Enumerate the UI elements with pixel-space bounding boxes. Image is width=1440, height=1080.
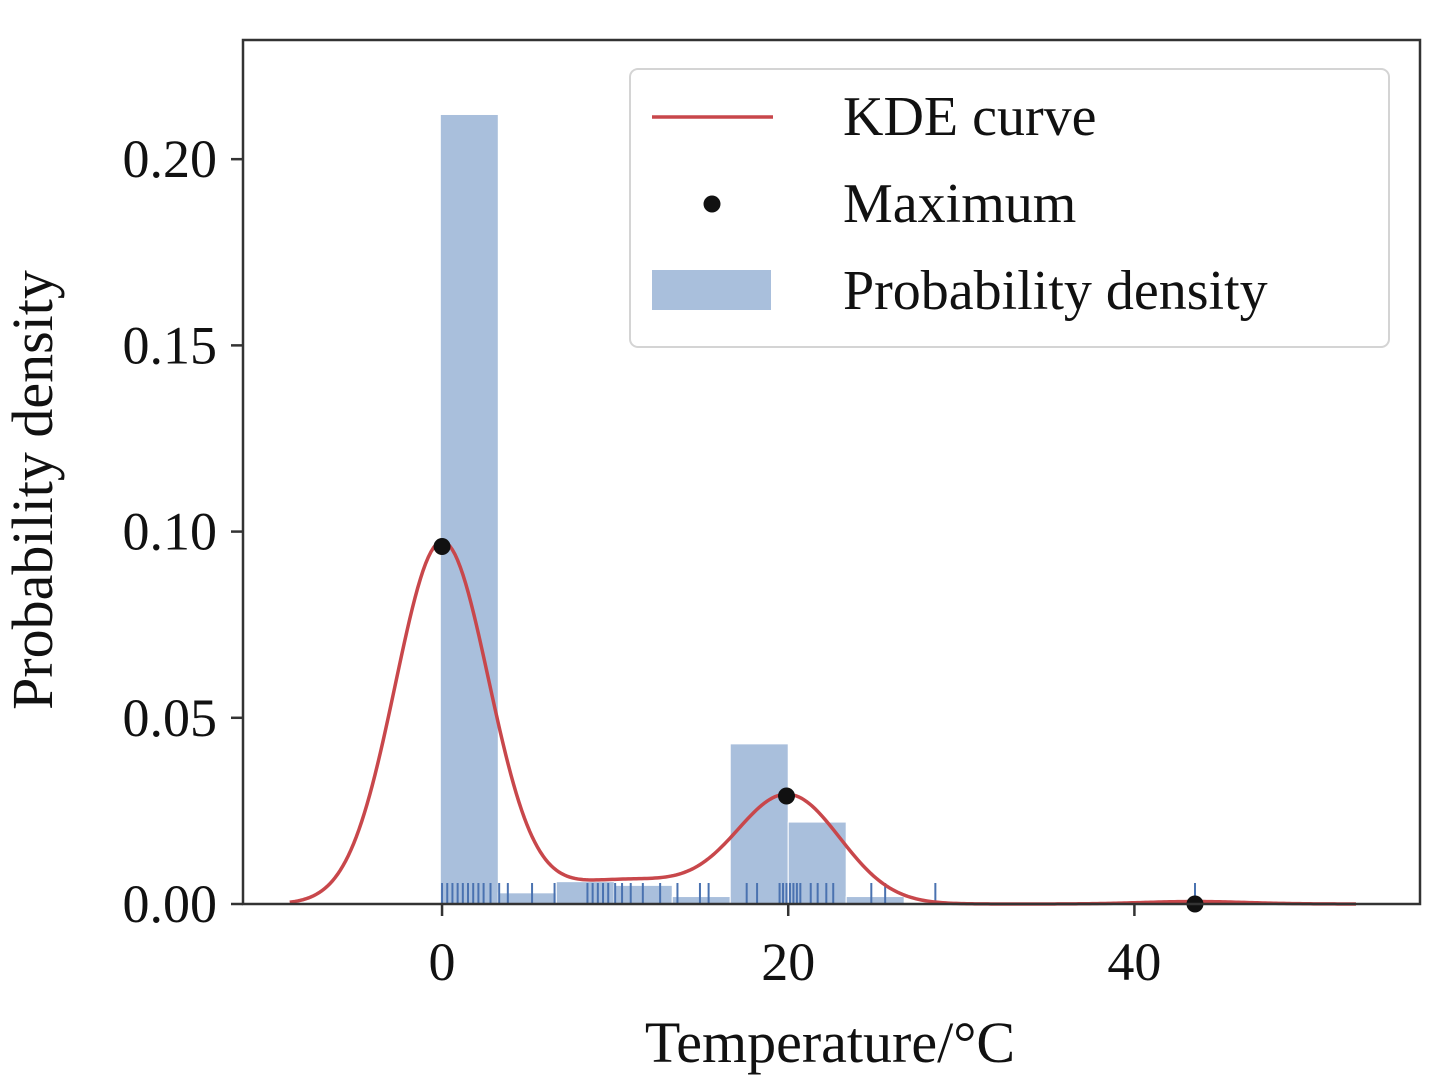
y-tick-label-0: 0.00 [123, 874, 218, 934]
x-axis-title: Temperature/°C [645, 1010, 1015, 1075]
y-tick-label-1: 0.05 [123, 688, 218, 748]
y-axis-title: Probability density [0, 270, 65, 710]
legend-maximum-marker-swatch [703, 195, 721, 213]
legend-density-label: Probability density [843, 260, 1268, 322]
x-tick-label-2: 40 [1107, 932, 1161, 992]
x-tick-label-1: 20 [761, 932, 815, 992]
y-axis-ticks: 0.00 0.05 0.10 0.15 0.20 [123, 129, 243, 934]
maximum-marker-0 [433, 537, 451, 555]
histogram-bar-0 [439, 113, 499, 905]
histogram-bar-5 [729, 743, 789, 905]
x-tick-label-0: 0 [429, 932, 456, 992]
legend-box [629, 68, 1390, 348]
legend-kde-label: KDE curve [843, 86, 1096, 148]
maximum-markers [433, 537, 1204, 913]
kde-curve-line [289, 539, 1356, 906]
legend: KDE curve Maximum Probability density [629, 68, 1390, 348]
legend-density-patch-swatch [652, 270, 771, 310]
y-tick-label-4: 0.20 [123, 129, 218, 189]
maximum-marker-1 [777, 787, 795, 805]
x-axis-ticks: 0 20 40 [429, 904, 1161, 992]
plot-frame [241, 38, 1422, 906]
legend-maximum-label: Maximum [843, 173, 1076, 235]
y-tick-label-2: 0.10 [123, 502, 218, 562]
y-tick-label-3: 0.15 [123, 315, 218, 375]
histogram-bar-2 [555, 881, 615, 905]
